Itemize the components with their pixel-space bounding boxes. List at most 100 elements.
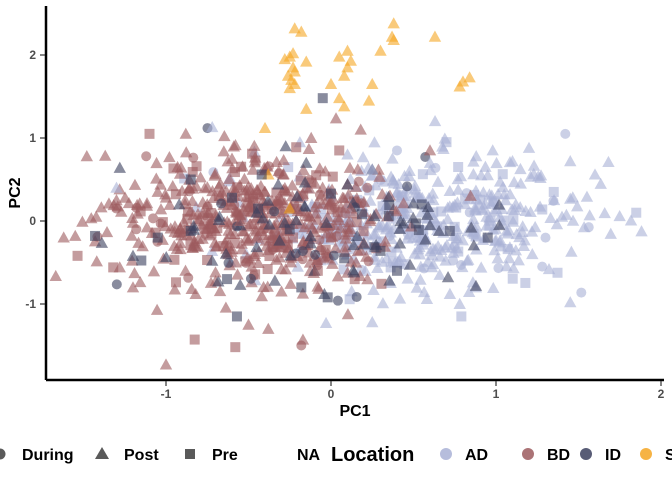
point-ad: [373, 219, 386, 231]
point-ad: [552, 267, 563, 278]
point-bd: [102, 197, 116, 209]
point-bd: [284, 256, 298, 268]
point-bd: [100, 225, 114, 238]
point-bd: [302, 142, 316, 155]
point-ad: [366, 316, 379, 328]
point-bd: [168, 163, 179, 174]
points-layer: [49, 17, 648, 370]
point-id: [320, 216, 333, 228]
legend: During Post Pre NA Location AD BD ID SD: [0, 444, 672, 466]
point-ad: [451, 172, 465, 185]
point-sd: [387, 33, 400, 46]
point-id: [465, 221, 478, 233]
legend-shape-post-label: Post: [124, 447, 159, 464]
point-sd: [295, 25, 308, 37]
point-sd: [428, 30, 442, 42]
point-id: [222, 274, 233, 285]
point-bd: [234, 214, 247, 226]
point-bd: [252, 256, 265, 269]
x-tick-label: 0: [328, 387, 335, 401]
point-bd: [272, 165, 285, 177]
point-id: [310, 249, 321, 260]
point-id: [250, 241, 263, 253]
y-tick-label: 1: [29, 131, 36, 145]
point-bd: [228, 227, 241, 240]
point-id: [289, 213, 303, 226]
point-bd: [208, 169, 221, 181]
point-ad: [441, 213, 454, 225]
point-ad: [367, 228, 380, 240]
point-ad: [564, 155, 577, 167]
legend-color-ad-label: AD: [465, 447, 488, 464]
point-bd: [229, 238, 240, 249]
point-ad: [425, 261, 439, 273]
point-id: [469, 279, 483, 291]
point-bd: [329, 112, 343, 124]
point-id: [317, 93, 328, 104]
point-bd: [140, 199, 154, 211]
point-ad: [527, 159, 541, 171]
point-bd: [205, 207, 216, 218]
x-tick-label: 1: [493, 387, 500, 401]
point-id: [304, 237, 317, 249]
point-bd: [247, 148, 258, 159]
point-bd: [164, 222, 177, 234]
point-ad: [566, 214, 580, 226]
point-bd: [240, 256, 251, 267]
point-ad: [366, 163, 379, 175]
point-ad: [338, 264, 349, 275]
point-id: [284, 224, 295, 235]
point-bd: [304, 218, 317, 230]
point-ad: [588, 168, 602, 180]
point-ad: [429, 243, 442, 255]
point-id: [322, 292, 333, 303]
point-bd: [99, 149, 112, 161]
point-ad: [377, 201, 388, 212]
point-bd: [284, 277, 297, 289]
point-id: [279, 140, 292, 152]
point-ad: [401, 272, 414, 284]
point-bd: [236, 161, 247, 172]
point-ad: [319, 316, 333, 329]
point-id: [273, 234, 286, 246]
point-bd: [376, 278, 387, 289]
y-axis-title: PC2: [7, 177, 24, 208]
point-ad: [565, 245, 578, 257]
point-bd: [213, 284, 227, 297]
point-ad: [506, 155, 519, 167]
point-sd: [300, 102, 313, 114]
point-bd: [134, 275, 147, 288]
legend-shape-post-key: [95, 447, 109, 459]
point-ad: [519, 204, 532, 216]
point-sd: [341, 61, 354, 73]
point-bd: [276, 205, 290, 218]
point-ad: [500, 225, 513, 237]
point-ad: [386, 246, 397, 257]
point-bd: [231, 268, 244, 280]
point-sd: [453, 80, 466, 92]
point-id: [368, 209, 381, 222]
point-bd: [270, 155, 283, 168]
point-bd: [150, 172, 163, 184]
point-ad: [560, 128, 571, 139]
point-ad: [428, 114, 442, 127]
x-tick-label: -1: [161, 387, 172, 401]
x-tick-label: 2: [658, 387, 665, 401]
point-ad: [441, 137, 452, 148]
point-bd: [248, 193, 259, 204]
point-id: [185, 174, 196, 185]
point-id: [206, 254, 219, 266]
point-bd: [343, 161, 357, 173]
point-id: [298, 200, 312, 212]
point-bd: [174, 243, 187, 255]
point-ad: [488, 244, 501, 256]
point-id: [339, 253, 350, 264]
point-bd: [163, 150, 176, 163]
point-ad: [490, 156, 503, 169]
point-sd: [366, 77, 379, 90]
point-bd: [115, 205, 128, 217]
point-ad: [491, 252, 504, 264]
point-bd: [231, 206, 244, 218]
point-bd: [332, 213, 346, 226]
point-bd: [196, 232, 209, 244]
